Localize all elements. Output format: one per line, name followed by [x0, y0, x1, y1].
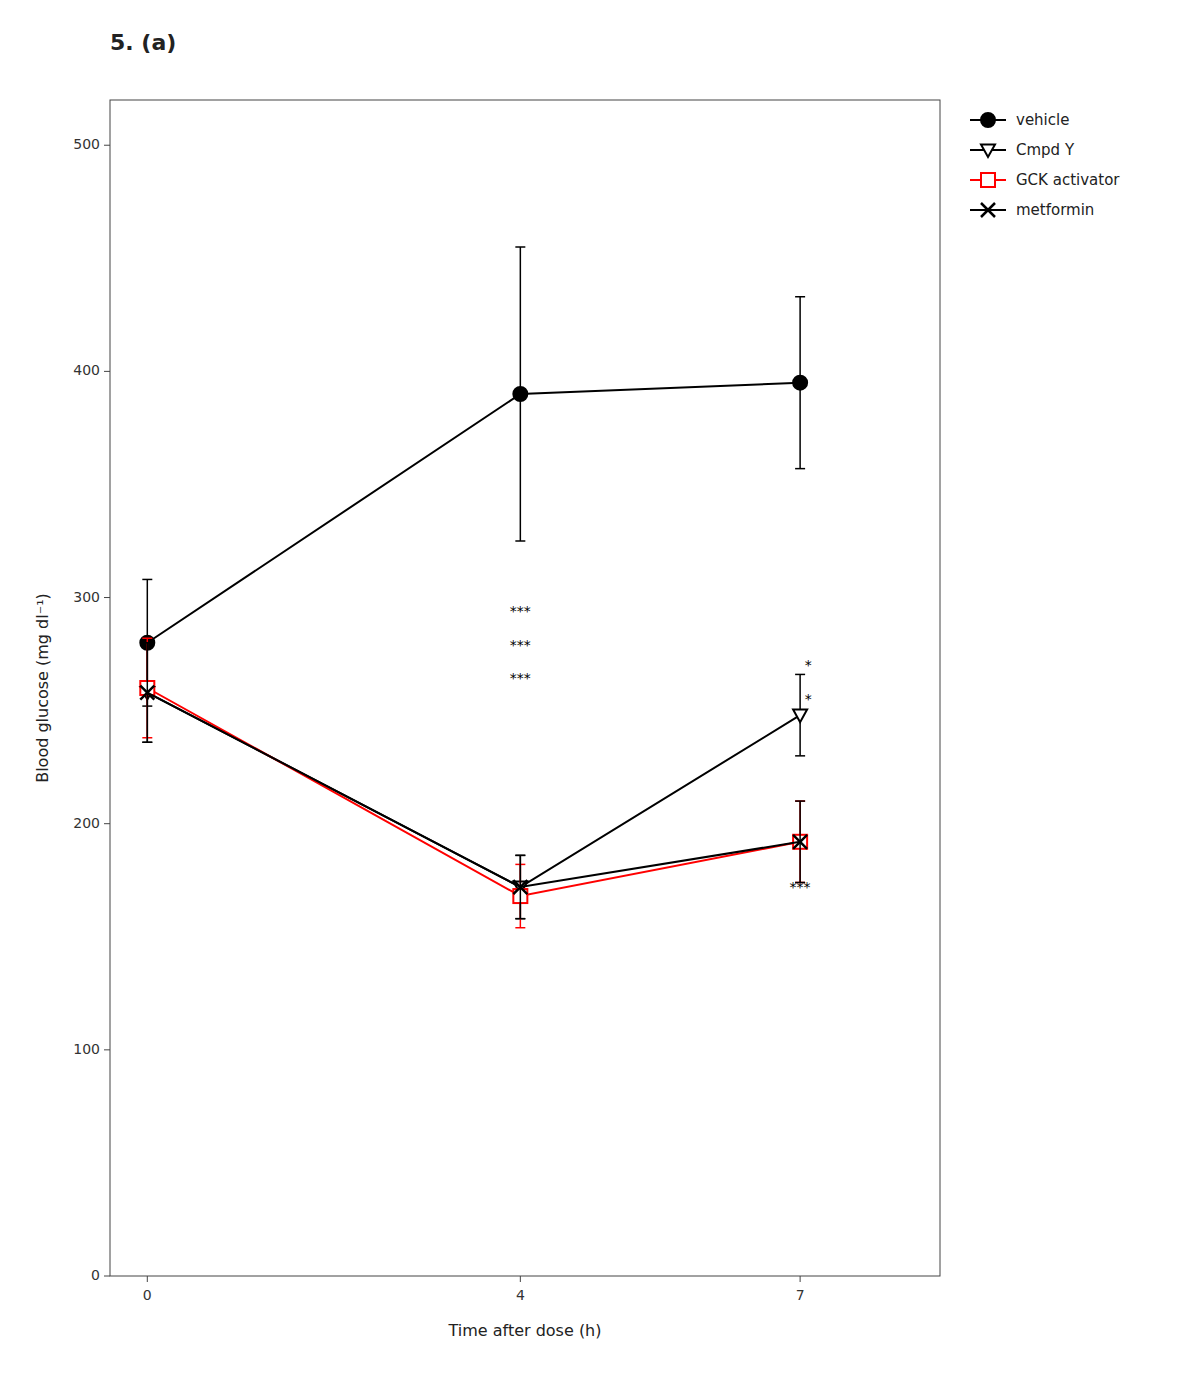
error-bar-cap	[142, 742, 152, 744]
legend-label: vehicle	[1016, 111, 1069, 129]
series	[140, 638, 807, 927]
legend-label: GCK activator	[1016, 171, 1120, 189]
plot-frame	[110, 100, 940, 1276]
error-bar-cap	[142, 742, 152, 744]
y-tick-label: 0	[91, 1267, 100, 1283]
point	[513, 387, 527, 401]
y-tick-label: 500	[73, 136, 100, 152]
y-tick	[104, 1049, 110, 1050]
x-tick	[800, 1276, 801, 1282]
x-tick-label: 4	[516, 1287, 525, 1303]
error-bar-cap	[795, 468, 805, 470]
point	[513, 880, 527, 894]
y-tick-label: 200	[73, 815, 100, 831]
error-bar-cap	[795, 800, 805, 802]
error-bar-cap	[515, 927, 525, 929]
y-tick	[104, 823, 110, 824]
series-line	[147, 688, 800, 896]
chart: 5. (a) 0 100 200 300 400 500 0 4 7 Time after dose…	[0, 0, 1200, 1396]
error-bar-cap	[795, 800, 805, 802]
point	[793, 710, 807, 723]
plot-area	[140, 247, 807, 928]
y-tick-label: 400	[73, 362, 100, 378]
x-axis-label: Time after dose (h)	[447, 1321, 601, 1340]
y-tick	[104, 371, 110, 372]
annotation: *	[805, 657, 812, 673]
series-line	[147, 693, 800, 887]
series-line	[147, 383, 800, 643]
x-tick	[520, 1276, 521, 1282]
point	[793, 376, 807, 390]
error-bar-cap	[142, 637, 152, 639]
error-bar-cap	[515, 855, 525, 857]
error-bar-cap	[515, 918, 525, 920]
legend-label: metformin	[1016, 201, 1094, 219]
x-tick-label: 7	[796, 1287, 805, 1303]
error-bar-cap	[795, 674, 805, 676]
series-line	[147, 693, 800, 887]
legend-label: Cmpd Y	[1016, 141, 1075, 159]
point	[140, 686, 154, 700]
y-tick	[104, 145, 110, 146]
x-tick	[147, 1276, 148, 1282]
legend-marker	[981, 144, 995, 157]
legend-marker	[981, 173, 995, 187]
error-bar-cap	[795, 296, 805, 298]
legend: vehicle Cmpd Y GCK activator metformin	[970, 111, 1120, 219]
error-bar-cap	[515, 246, 525, 248]
error-bar-cap	[515, 540, 525, 542]
error-bar-cap	[142, 642, 152, 644]
y-tick-label: 100	[73, 1041, 100, 1057]
title: 5. (a)	[110, 30, 176, 55]
error-bar-cap	[142, 642, 152, 644]
annotation: ***	[510, 670, 531, 686]
annotation: ***	[510, 603, 531, 619]
point	[793, 835, 807, 849]
annotation: *	[805, 691, 812, 707]
y-tick	[104, 1276, 110, 1277]
x-tick-label: 0	[143, 1287, 152, 1303]
series	[140, 643, 807, 919]
error-bar-cap	[515, 918, 525, 920]
y-tick	[104, 597, 110, 598]
error-bar-cap	[142, 579, 152, 581]
error-bar-cap	[795, 755, 805, 757]
annotation: ***	[790, 879, 811, 895]
y-axis-label: Blood glucose (mg dl⁻¹)	[33, 593, 52, 783]
legend-marker	[981, 203, 995, 217]
annotation: ***	[510, 637, 531, 653]
series	[140, 643, 807, 919]
series	[140, 247, 807, 706]
legend-marker	[981, 113, 995, 127]
error-bar-cap	[515, 855, 525, 857]
y-tick-label: 300	[73, 589, 100, 605]
